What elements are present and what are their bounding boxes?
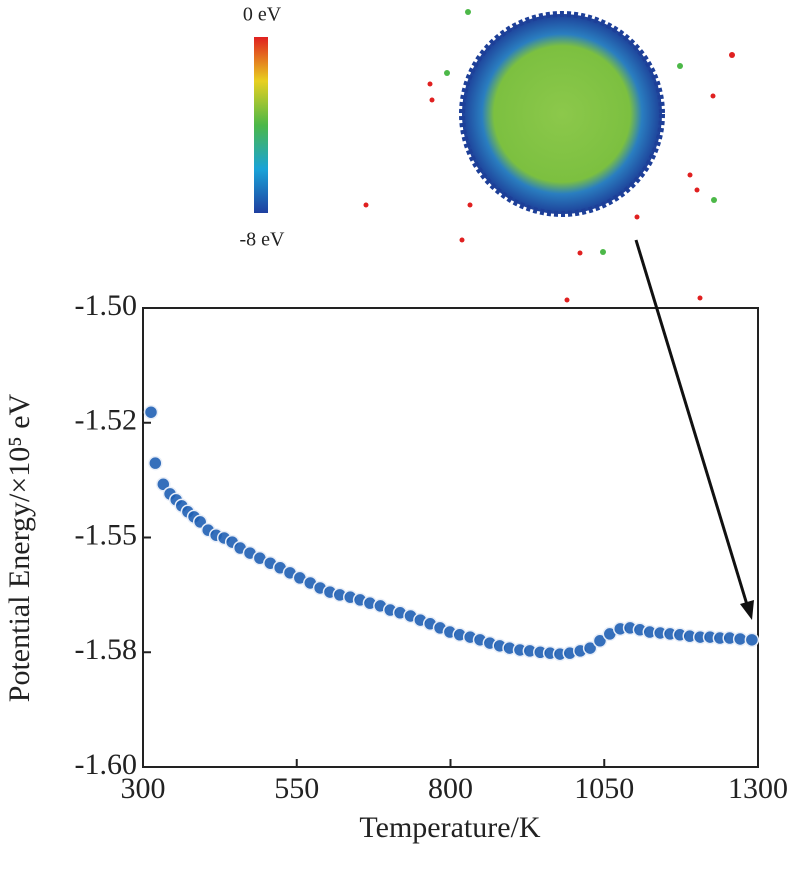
y-tick-label: -1.55 xyxy=(75,518,138,551)
x-tick-label: 300 xyxy=(121,772,166,805)
data-point xyxy=(744,632,760,648)
y-tick-label: -1.60 xyxy=(75,748,138,781)
y-axis-title: Potential Energy/×10⁵ eV xyxy=(3,393,36,702)
x-tick-label: 800 xyxy=(428,772,473,805)
x-axis-title: Temperature/K xyxy=(359,811,540,844)
colorbar-bottom-label: -8 eV xyxy=(240,229,286,251)
cluster-image xyxy=(363,9,735,303)
data-point xyxy=(592,633,608,649)
colorbar xyxy=(254,37,268,213)
y-tick-label: -1.50 xyxy=(75,289,138,322)
x-tick-label: 1300 xyxy=(728,772,788,805)
y-tick-label: -1.58 xyxy=(75,633,138,666)
y-tick-label: -1.52 xyxy=(75,404,138,437)
arrow xyxy=(634,239,754,620)
data-point xyxy=(156,477,171,492)
data-point xyxy=(143,404,159,420)
data-point xyxy=(148,455,163,471)
x-tick-label: 550 xyxy=(274,772,319,805)
data-point xyxy=(582,640,598,656)
colorbar-top-label: 0 eV xyxy=(243,4,282,26)
x-tick-label: 1050 xyxy=(574,772,634,805)
